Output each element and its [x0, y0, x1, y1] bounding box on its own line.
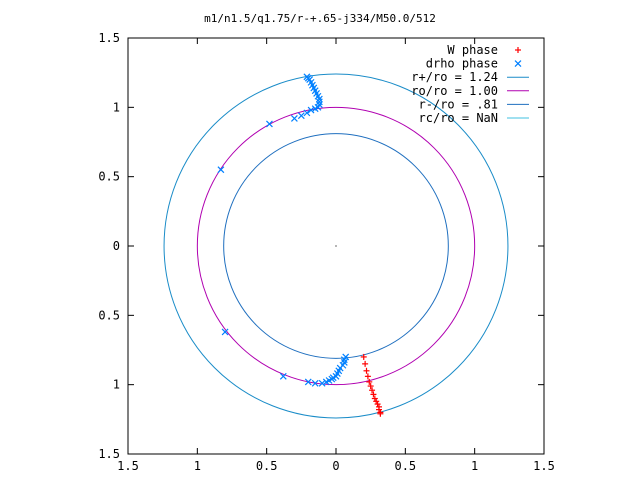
drho-phase-point	[221, 328, 229, 336]
circle-0.81	[223, 133, 449, 359]
drho-phase-point	[297, 112, 305, 120]
drho-phase-point	[279, 372, 287, 380]
w-phase-point	[373, 398, 380, 405]
y-tick-label: 0	[113, 239, 120, 253]
legend-label: r+/ro = 1.24	[411, 70, 498, 84]
data-points	[217, 73, 384, 417]
legend-label: W phase	[447, 43, 498, 57]
legend-label: rc/ro = NaN	[419, 111, 498, 125]
legend-label: r-/ro = .81	[419, 97, 498, 111]
drho-phase-point	[266, 120, 273, 128]
w-phase-point	[370, 391, 377, 398]
legend-marker-sample	[514, 60, 522, 68]
drho-phase-point	[315, 95, 323, 103]
w-phase-point	[366, 378, 373, 385]
x-tick-label: 0.5	[394, 459, 416, 473]
w-phase-point	[375, 406, 382, 413]
x-tick-label: 1	[194, 459, 201, 473]
y-tick-label: 1	[113, 378, 120, 392]
w-phase-point	[374, 401, 381, 408]
drho-phase-point	[307, 106, 315, 114]
w-phase-point	[371, 395, 378, 402]
legend-label: drho phase	[426, 57, 498, 71]
y-tick-label: 1	[113, 100, 120, 114]
drho-phase-point	[318, 379, 326, 387]
w-phase-point	[363, 367, 370, 374]
y-tick-label: 1.5	[98, 447, 120, 461]
y-tick-label: 0.5	[98, 308, 120, 322]
reference-circles	[163, 73, 509, 419]
w-phase-point	[360, 353, 367, 360]
drho-phase-point	[311, 379, 319, 387]
x-tick-label: 0	[332, 459, 339, 473]
chart-title: m1/n1.5/q1.75/r-+.65-j334/M50.0/512	[204, 12, 436, 25]
y-tick-label: 0.5	[98, 170, 120, 184]
drho-phase-point	[217, 166, 225, 174]
drho-phase-point	[315, 98, 323, 106]
y-tick-label: 1.5	[98, 31, 120, 45]
drho-phase-point	[290, 115, 298, 122]
w-phase-point	[364, 373, 371, 380]
drho-phase-point	[311, 105, 319, 113]
drho-phase-point	[342, 353, 350, 361]
origin-dot	[335, 245, 337, 247]
legend-marker-sample	[515, 47, 521, 53]
drho-phase-point	[340, 359, 348, 366]
legend-label: ro/ro = 1.00	[411, 84, 498, 98]
circle-1.24	[163, 73, 509, 419]
x-tick-label: 1.5	[533, 459, 555, 473]
axis-ticks: 1.5 1 0.5 0 0.5 1 1.51.510.500.511.5	[98, 31, 555, 473]
circle-1	[196, 106, 476, 386]
w-phase-point	[369, 387, 376, 394]
x-tick-label: 1.5	[117, 459, 139, 473]
drho-phase-point	[304, 378, 312, 386]
x-tick-label: 0.5	[256, 459, 278, 473]
w-phase-point	[367, 383, 374, 390]
w-phase-point	[377, 410, 384, 417]
w-phase-point	[362, 360, 369, 367]
x-tick-label: 1	[471, 459, 478, 473]
drho-phase-point	[303, 109, 311, 117]
